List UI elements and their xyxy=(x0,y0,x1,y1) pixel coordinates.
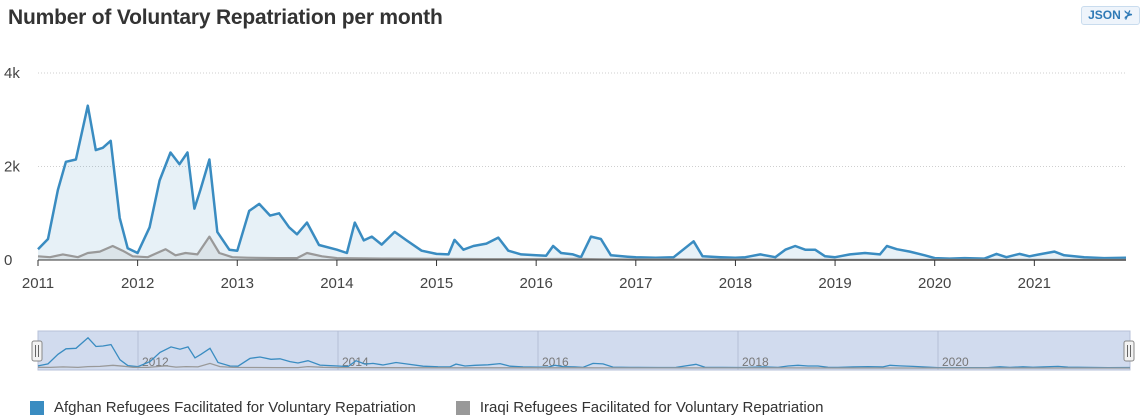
gridlines xyxy=(38,72,1126,167)
x-tick-label: 2021 xyxy=(1018,275,1051,292)
legend-swatch-iraqi xyxy=(455,400,470,415)
navigator-tick-label: 2012 xyxy=(142,355,169,369)
y-tick-label: 4k xyxy=(4,65,20,82)
x-tick-label: 2017 xyxy=(619,275,652,292)
json-button-label: JSON xyxy=(1088,8,1121,22)
series-area-0 xyxy=(38,105,1126,260)
x-tick-label: 2019 xyxy=(818,275,851,292)
legend-label-afghan: Afghan Refugees Facilitated for Voluntar… xyxy=(54,399,416,416)
rss-icon: ⊁ xyxy=(1123,9,1133,21)
legend-label-iraqi: Iraqi Refugees Facilitated for Voluntary… xyxy=(479,399,824,416)
series-areas xyxy=(37,104,1127,261)
page-title: Number of Voluntary Repatriation per mon… xyxy=(8,6,443,29)
navigator-series-1 xyxy=(37,362,1130,369)
x-tick-label: 2011 xyxy=(22,275,54,292)
navigator-tick-label: 2016 xyxy=(542,355,569,369)
x-tick-label: 2012 xyxy=(121,275,154,292)
x-tick-label: 2014 xyxy=(320,275,353,292)
x-tick-label: 2020 xyxy=(918,275,951,292)
navigator-tick-label: 2018 xyxy=(742,355,769,369)
navigator-handle-left[interactable] xyxy=(31,340,43,362)
x-tick-label: 2015 xyxy=(420,275,453,292)
x-tick-label: 2018 xyxy=(719,275,752,292)
y-tick-label: 0 xyxy=(4,252,12,269)
json-export-button[interactable]: JSON ⊁ xyxy=(1081,6,1140,25)
y-tick-label: 2k xyxy=(4,159,20,176)
navigator-tick-label: 2020 xyxy=(942,355,969,369)
legend-swatch-afghan xyxy=(30,400,44,415)
navigator-handle-right[interactable] xyxy=(1123,340,1135,362)
series-line-0 xyxy=(37,104,1127,260)
legend: Afghan Refugees Facilitated for Voluntar… xyxy=(30,399,823,416)
x-tick-label: 2013 xyxy=(221,275,254,292)
y-axis-labels: 0 2k 4k xyxy=(4,65,20,269)
navigator-series-0 xyxy=(37,336,1131,369)
legend-item-iraqi[interactable]: Iraqi Refugees Facilitated for Voluntary… xyxy=(455,399,824,416)
x-tick-label: 2016 xyxy=(519,275,552,292)
navigator[interactable]: 2012 2014 2016 2018 2020 xyxy=(31,330,1135,371)
x-axis: 2011 2012 2013 2014 2015 2016 2017 2018 2019 2020… xyxy=(22,259,1126,292)
legend-item-afghan[interactable]: Afghan Refugees Facilitated for Voluntar… xyxy=(30,399,416,416)
